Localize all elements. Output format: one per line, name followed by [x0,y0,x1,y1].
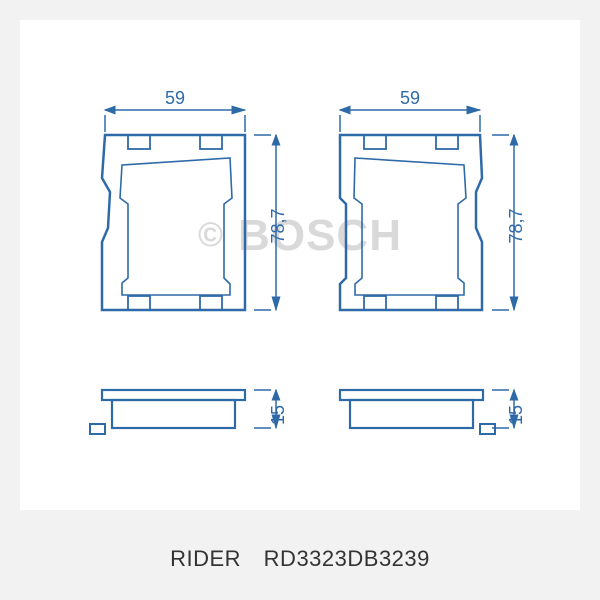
svg-text:59: 59 [400,88,420,108]
left-pad-side [90,390,245,434]
svg-text:78,7: 78,7 [506,208,526,243]
svg-text:15: 15 [268,405,288,425]
brand-name: RIDER [170,546,241,571]
drawing-canvas: © BOSCH 595978,778,71515 [20,20,580,510]
part-number: RD3323DB3239 [264,546,430,571]
left-pad-front [102,135,245,310]
svg-text:59: 59 [165,88,185,108]
svg-text:15: 15 [506,405,526,425]
technical-drawing: 59 59 78,7 78,7 15 15 [20,20,580,510]
product-caption: RIDER RD3323DB3239 [0,546,600,572]
svg-text:78,7: 78,7 [268,208,288,243]
right-pad-side [340,390,495,434]
right-pad-front [340,135,482,310]
dimensions: 59 59 78,7 78,7 15 15 [105,88,526,428]
